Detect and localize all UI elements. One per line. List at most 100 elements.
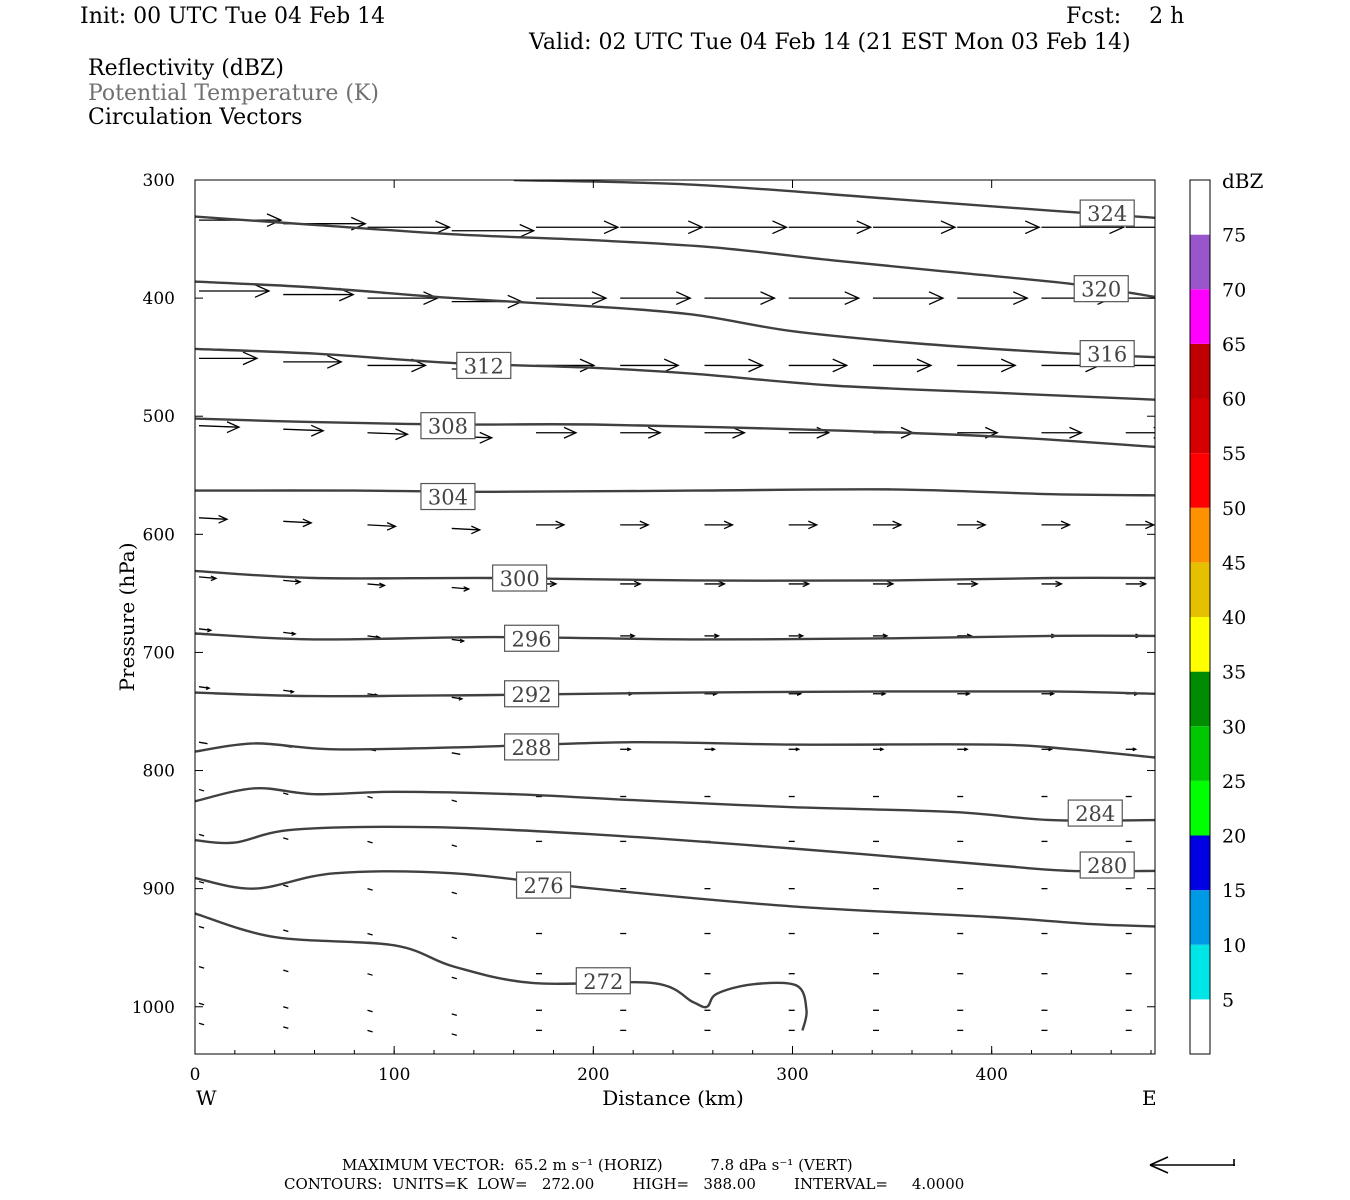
contour-312 xyxy=(195,347,1155,401)
vector-arrowhead xyxy=(1145,520,1155,530)
colorbar-level-label: 40 xyxy=(1222,607,1246,629)
vector-arrowhead xyxy=(629,633,636,639)
x-tick-label: 0 xyxy=(190,1065,201,1085)
colorbar-swatch xyxy=(1190,507,1210,563)
x-tick-label: 400 xyxy=(975,1065,1007,1085)
vector-arrow xyxy=(283,428,324,432)
contour-label-box xyxy=(575,967,631,995)
vector-arrowhead xyxy=(663,358,680,373)
colorbar-swatch xyxy=(1190,835,1210,891)
init-time: Init: 00 UTC Tue 04 Feb 14 xyxy=(80,4,386,29)
vector-arrowhead xyxy=(687,220,704,235)
colorbar-swatch xyxy=(1190,234,1210,290)
vector-arrowhead xyxy=(718,580,727,588)
colorbar: 5 10 15 20 25 30 35 40 45 50 55 60 65 70 75 xyxy=(1189,179,1246,1055)
contour-label-box xyxy=(1073,275,1129,303)
vector-arrowhead xyxy=(459,638,466,644)
colorbar-frame xyxy=(1189,179,1211,1055)
contour-label-box xyxy=(1079,199,1135,227)
vector-arrow xyxy=(198,965,205,969)
y-tick-label: 600 xyxy=(143,525,175,545)
vector-arrowhead xyxy=(856,220,873,235)
field-circulation-vectors: Circulation Vectors xyxy=(88,105,303,130)
vector-arrow xyxy=(283,884,289,888)
forecast-hour: Fcst: 2 h xyxy=(1066,4,1185,29)
vector-arrowhead xyxy=(928,291,945,306)
contour-label: 324 xyxy=(1087,202,1127,226)
vector-arrow xyxy=(367,795,373,799)
vector-arrow xyxy=(198,517,228,520)
vector-arrowhead xyxy=(626,747,632,752)
contour-label: 292 xyxy=(512,683,552,707)
colorbar-swatch xyxy=(1190,453,1210,508)
plot-frame xyxy=(194,179,1156,1055)
vector-arrow xyxy=(367,432,408,435)
vector-arrowhead xyxy=(458,696,464,701)
vector-arrowhead xyxy=(210,575,218,582)
contour-label: 284 xyxy=(1075,802,1115,826)
contour-276 xyxy=(195,870,1155,928)
vector-arrowhead xyxy=(379,582,387,589)
vector-arrow xyxy=(283,792,289,796)
contour-label-box xyxy=(1067,799,1123,827)
vector-arrowhead xyxy=(940,220,957,235)
vector-arrowhead xyxy=(310,424,325,437)
vector-arrow xyxy=(283,520,312,524)
y-tick-label: 900 xyxy=(143,880,175,900)
y-tick-label: 800 xyxy=(143,762,175,782)
colorbar-level-label: 10 xyxy=(1222,935,1246,957)
vector-arrowhead xyxy=(463,586,471,592)
vector-arrow xyxy=(283,579,301,583)
vector-arrowhead xyxy=(798,633,805,639)
vector-arrowhead xyxy=(916,358,933,373)
vector-arrow xyxy=(198,925,205,929)
vector-arrow xyxy=(367,888,373,891)
vector-arrowhead xyxy=(675,291,692,306)
vector-arrow xyxy=(451,1033,458,1037)
vector-arrow xyxy=(283,1006,289,1009)
vector-arrowhead xyxy=(1049,691,1056,696)
x-tick-label: 300 xyxy=(776,1065,808,1085)
colorbar-swatch xyxy=(1190,398,1210,454)
reference-vector-arrow xyxy=(1149,1156,1235,1174)
contour-304 xyxy=(195,488,1155,497)
colorbar-swatch xyxy=(1190,671,1210,727)
contour-label: 280 xyxy=(1087,854,1127,878)
contour-label: 300 xyxy=(500,567,540,591)
contour-label: 272 xyxy=(583,970,623,994)
colorbar-swatch xyxy=(1190,343,1210,399)
vector-arrowhead xyxy=(772,220,789,235)
colorbar-level-label: 55 xyxy=(1222,443,1246,465)
colorbar-swatch xyxy=(1190,944,1210,1000)
colorbar-level-label: 75 xyxy=(1222,225,1246,247)
vector-arrow xyxy=(451,976,458,980)
vector-arrowhead xyxy=(1132,747,1138,752)
vector-arrowhead xyxy=(711,747,717,752)
contour-label-box xyxy=(420,482,476,511)
vector-arrowhead xyxy=(266,213,283,228)
y-tick-label: 1000 xyxy=(132,998,175,1018)
vector-arrowhead xyxy=(471,525,482,535)
vector-arrow xyxy=(451,1013,458,1016)
colorbar-level-label: 70 xyxy=(1222,279,1246,301)
colorbar-level-label: 25 xyxy=(1222,771,1246,793)
colorbar-swatch xyxy=(1190,180,1210,235)
vector-arrowhead xyxy=(886,580,895,588)
colorbar-level-label: 5 xyxy=(1222,989,1234,1011)
contour-labels: 324 320 316 312 308 304 300 296 292 288 284 280 276 2… xyxy=(420,199,1135,995)
vector-arrow xyxy=(451,586,469,590)
vector-arrowhead xyxy=(976,520,987,530)
vector-arrow xyxy=(367,1029,373,1033)
colorbar-swatch xyxy=(1190,890,1210,945)
vector-arrowhead xyxy=(519,223,536,238)
vector-arrowhead xyxy=(326,354,343,369)
contour-label: 312 xyxy=(464,354,504,378)
vector-arrowhead xyxy=(882,633,889,639)
contour-284 xyxy=(195,786,1155,822)
colorbar-level-label: 15 xyxy=(1222,880,1246,902)
vector-arrowhead xyxy=(1170,359,1184,372)
circulation-vectors xyxy=(198,213,1184,1037)
contour-324 xyxy=(513,180,1155,219)
contour-296 xyxy=(195,632,1155,641)
vector-arrowhead xyxy=(808,520,819,530)
